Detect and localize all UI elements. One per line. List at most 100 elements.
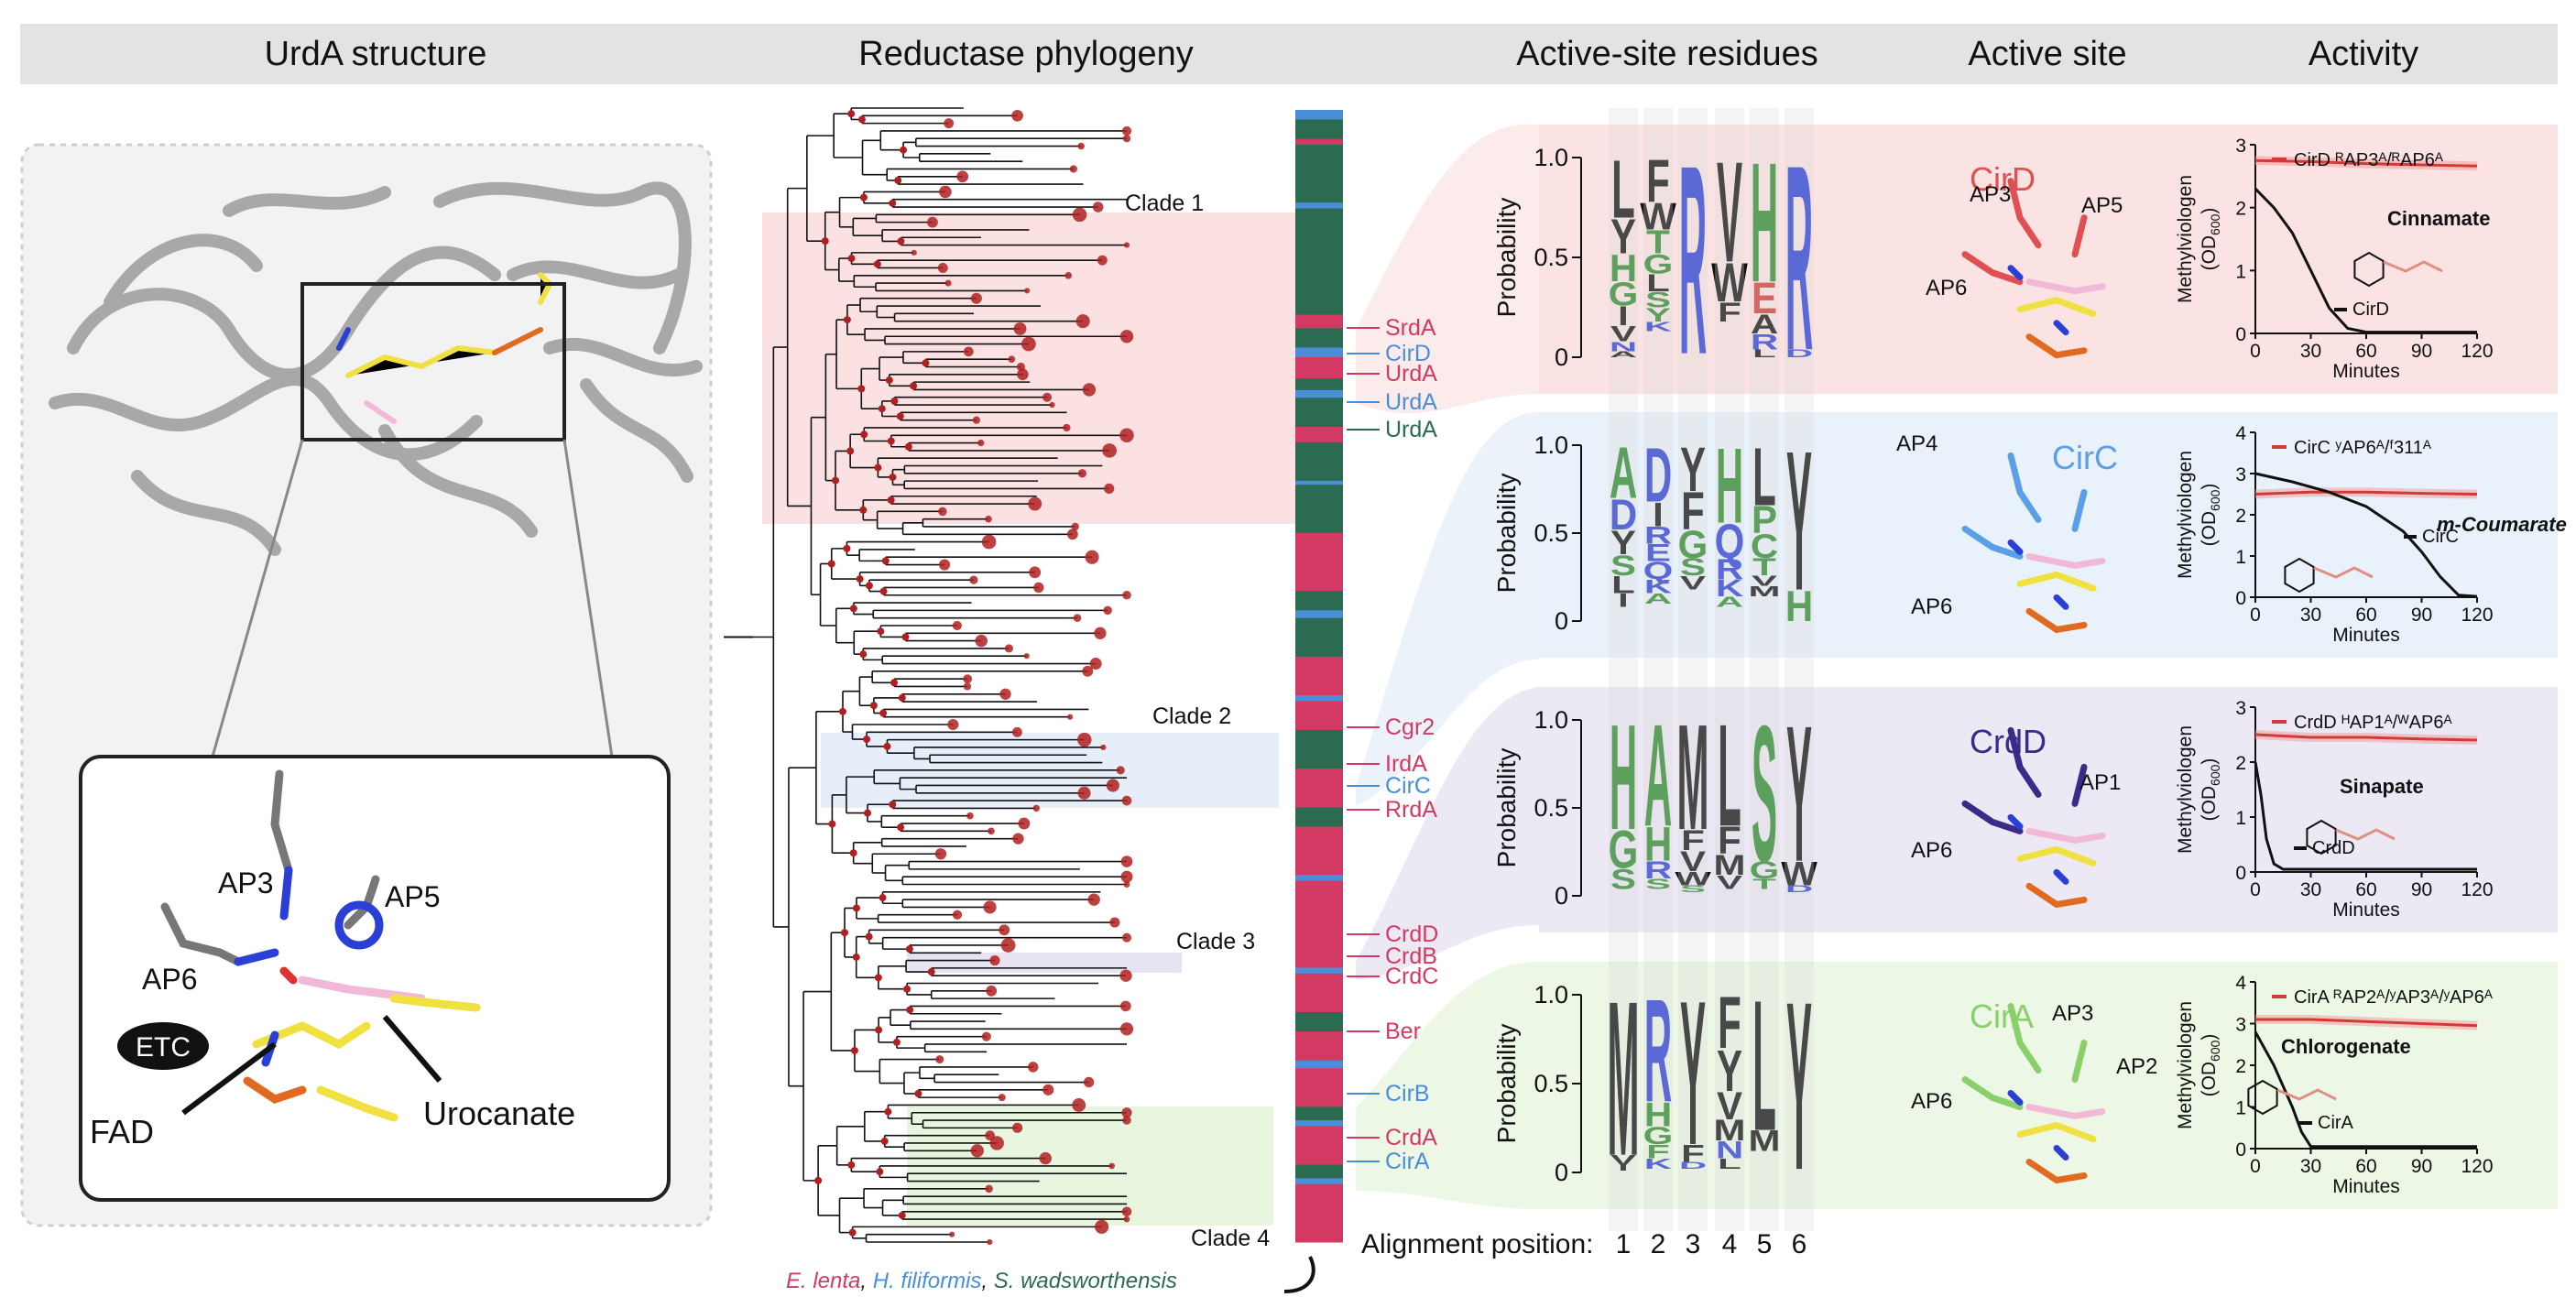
tree-node xyxy=(879,894,887,902)
wildtype-legend-label: CirD xyxy=(2352,300,2389,320)
activity-xtick-label: 120 xyxy=(2461,879,2493,900)
tree-node xyxy=(999,924,1010,936)
tree-node xyxy=(1102,443,1117,458)
tree-node xyxy=(998,1094,1006,1102)
tree-node xyxy=(1073,614,1082,622)
strip-segment xyxy=(1295,378,1343,391)
tree-node xyxy=(1121,1206,1132,1217)
tree-node xyxy=(981,534,997,550)
tree-node xyxy=(1092,202,1104,213)
legend-entry: , xyxy=(981,1269,993,1293)
tree-node xyxy=(934,848,947,860)
enzyme-label-crdd: CrdD xyxy=(1385,921,1438,947)
legend-entry: S. wadsworthensis xyxy=(994,1269,1177,1293)
zoom-box xyxy=(300,282,566,441)
tree-node xyxy=(880,1137,889,1145)
tree-node xyxy=(896,412,904,420)
tree-node xyxy=(1072,207,1087,223)
logo-residue-S: S xyxy=(1645,288,1671,312)
residue-stick xyxy=(2007,813,2024,830)
active-site-label-ap6: AP6 xyxy=(1926,276,1967,300)
logo-residue-M: M xyxy=(1714,1114,1746,1147)
logo-residue-G: G xyxy=(1750,856,1780,883)
position-6: 6 xyxy=(1792,1229,1807,1259)
zoom-line-right xyxy=(562,439,614,758)
logo-residue-R: R xyxy=(1644,522,1672,549)
activity-ytick-label: 1 xyxy=(2235,261,2246,282)
logo-residue-K: K xyxy=(1644,576,1672,598)
enzyme-label-ber: Ber xyxy=(1385,1019,1421,1044)
tree-node xyxy=(863,809,871,817)
tree-node xyxy=(969,575,978,584)
tree-node xyxy=(1122,135,1131,143)
tree-node xyxy=(889,801,897,809)
substrate-structure xyxy=(2247,1079,2278,1116)
tree-node xyxy=(1121,795,1132,806)
logo-residue-H: H xyxy=(1785,581,1813,630)
tree-node xyxy=(1033,582,1044,594)
band-clade1 xyxy=(1356,124,1539,414)
activity-ytick-label: 0 xyxy=(2235,588,2246,609)
strip-segment xyxy=(1295,1106,1343,1121)
activity-ylabel: Methylviologen (OD600) xyxy=(2175,175,2222,303)
activity-xtick-label: 0 xyxy=(2250,341,2261,362)
header-residues: Active-site residues xyxy=(1516,35,1818,73)
position-column xyxy=(1715,108,1744,1231)
wildtype-legend-label: CrdD xyxy=(2312,838,2355,858)
logo-residue-V: V xyxy=(1717,1084,1742,1127)
activity-ytick-label: 0 xyxy=(2235,863,2246,884)
activity-xlabel: Minutes xyxy=(2332,1176,2400,1197)
active-site-label-ap3: AP3 xyxy=(1970,182,2011,207)
tree-node xyxy=(956,170,969,183)
tree-node xyxy=(966,812,974,820)
tree-node xyxy=(1077,142,1085,150)
tree-node xyxy=(963,682,972,691)
tree-node xyxy=(1029,566,1042,579)
strip-segment xyxy=(1295,730,1343,769)
enzyme-label-crdb: CrdB xyxy=(1385,943,1437,969)
tree-node xyxy=(878,405,886,413)
tree-node xyxy=(1121,932,1132,943)
tree-node xyxy=(898,1211,906,1219)
enzyme-label-urda: UrdA xyxy=(1385,389,1437,415)
mutant-legend-label: CirC ʸAP6ᴬ/ᶠ311ᴬ xyxy=(2294,438,2432,458)
residue-stick xyxy=(2007,265,2024,281)
logo-residue-M: M xyxy=(1749,1125,1781,1158)
enzyme-label-cgr2: Cgr2 xyxy=(1385,714,1435,740)
residue-stick xyxy=(2007,1090,2024,1106)
residue-stick xyxy=(2053,594,2069,610)
tree-node xyxy=(999,688,1011,700)
tree-node xyxy=(1123,242,1130,248)
legend-entry: , xyxy=(860,1269,872,1293)
strip-segment xyxy=(1295,701,1343,731)
logo-residue-S: S xyxy=(1680,884,1706,895)
band-clade2 xyxy=(1356,412,1539,806)
tree-node xyxy=(944,279,952,287)
tree-node xyxy=(828,820,836,828)
tree-node xyxy=(989,955,1000,966)
clade-label-4: Clade 4 xyxy=(1191,1226,1270,1251)
tree-node xyxy=(1119,1000,1131,1012)
activity-xtick-label: 120 xyxy=(2461,605,2493,626)
tree-node xyxy=(1083,1076,1095,1088)
activity-ytick-label: 0 xyxy=(2235,324,2246,345)
logo-residue-V: V xyxy=(1752,572,1777,589)
tree-node xyxy=(947,718,959,731)
logo-residue-L: L xyxy=(1752,347,1776,360)
logo-residue-Q: Q xyxy=(1643,558,1674,584)
substrate-chain xyxy=(2335,828,2396,841)
header-band xyxy=(20,24,2558,84)
residue-stick xyxy=(2007,452,2042,523)
logo-residue-Y: Y xyxy=(1610,524,1636,561)
activity-ytick-label: 1 xyxy=(2235,547,2246,568)
activity-ytick-label: 3 xyxy=(2235,464,2246,485)
tree-node xyxy=(970,1144,984,1158)
logo-residue-I: I xyxy=(1618,300,1629,332)
tree-node xyxy=(856,575,864,583)
label-fad: FAD xyxy=(90,1113,154,1150)
tree-node xyxy=(1082,383,1097,397)
tree-node xyxy=(1121,125,1132,136)
logo-residue-Y: Y xyxy=(1786,410,1812,633)
